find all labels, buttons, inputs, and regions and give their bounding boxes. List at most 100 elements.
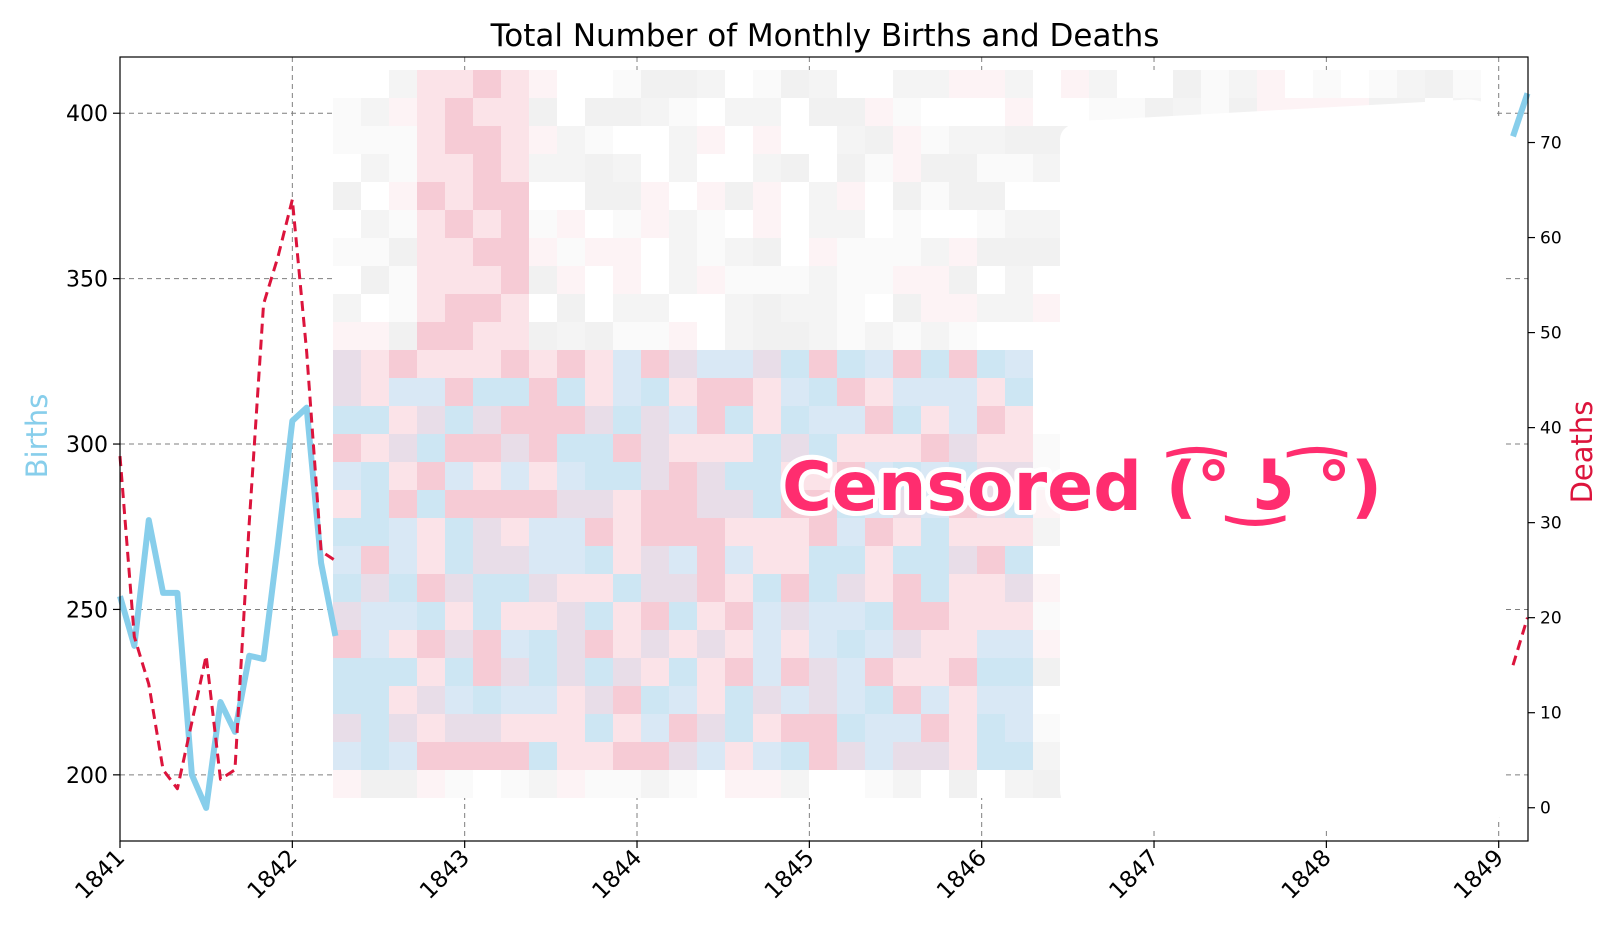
mosaic-cell [473,98,501,126]
mosaic-cell [893,630,921,658]
mosaic-cell [781,658,809,686]
mosaic-cell [361,266,389,294]
mosaic-cell [417,742,445,770]
mosaic-cell [865,574,893,602]
mosaic-cell [333,70,361,98]
mosaic-cell [641,350,669,378]
mosaic-cell [1005,658,1033,686]
mosaic-cell [781,630,809,658]
mosaic-cell [865,322,893,350]
mosaic-cell [669,686,697,714]
mosaic-cell [613,182,641,210]
mosaic-cell [725,98,753,126]
mosaic-cell [949,742,977,770]
mosaic-cell [669,714,697,742]
mosaic-cell [781,70,809,98]
mosaic-cell [837,266,865,294]
mosaic-cell [781,126,809,154]
mosaic-cell [865,378,893,406]
mosaic-cell [753,406,781,434]
mosaic-cell [781,546,809,574]
mosaic-cell [501,182,529,210]
mosaic-cell [1005,462,1033,490]
mosaic-cell [977,714,1005,742]
mosaic-cell [501,574,529,602]
mosaic-cell [389,322,417,350]
mosaic-cell [865,98,893,126]
plot-frame [119,56,1529,842]
mosaic-cell [837,154,865,182]
mosaic-cell [893,294,921,322]
mosaic-cell [389,742,417,770]
mosaic-cell [949,126,977,154]
mosaic-cell [389,70,417,98]
mosaic-cell [865,658,893,686]
mosaic-cell [557,434,585,462]
mosaic-cell [417,378,445,406]
mosaic-cell [865,182,893,210]
y-axis-label-births: Births [20,394,54,479]
mosaic-cell [473,210,501,238]
mosaic-cell [837,210,865,238]
mosaic-cell [361,434,389,462]
mosaic-cell [613,518,641,546]
mosaic-cell [557,378,585,406]
mosaic-cell [613,406,641,434]
mosaic-cell [1033,154,1061,182]
mosaic-cell [1005,182,1033,210]
mosaic-cell [697,462,725,490]
mosaic-cell [865,630,893,658]
mosaic-cell [893,714,921,742]
mosaic-cell [417,490,445,518]
mosaic-cell [473,574,501,602]
mosaic-cell [697,770,725,798]
mosaic-cell [865,70,893,98]
mosaic-cell [389,658,417,686]
mosaic-cell [893,770,921,798]
mosaic-cell [445,686,473,714]
mosaic-cell [781,294,809,322]
mosaic-cell [501,770,529,798]
mosaic-cell [921,658,949,686]
mosaic-cell [753,770,781,798]
mosaic-cell [445,490,473,518]
mosaic-cell [1313,70,1341,98]
mosaic-cell [893,350,921,378]
mosaic-cell [669,154,697,182]
mosaic-cell [333,742,361,770]
mosaic-cell [837,462,865,490]
mosaic-cell [361,574,389,602]
series-layer [117,92,1531,811]
mosaic-cell [781,210,809,238]
left-y-axis: 200 250 300 350 400 [66,102,120,789]
mosaic-cell [697,574,725,602]
mosaic-cell [501,434,529,462]
mosaic-cell [333,238,361,266]
mosaic-cell [333,322,361,350]
mosaic-cell [697,714,725,742]
mosaic-cell [417,630,445,658]
mosaic-cell [361,350,389,378]
mosaic-cell [949,770,977,798]
mosaic-cell [585,98,613,126]
mosaic-cell [389,154,417,182]
mosaic-cell [977,126,1005,154]
mosaic-cell [389,602,417,630]
x-tick-label: 1848 [1277,845,1337,905]
mosaic-cell [921,294,949,322]
mosaic-cell [333,574,361,602]
mosaic-cell [389,770,417,798]
mosaic-cell [781,406,809,434]
mosaic-cell [361,238,389,266]
mosaic-cell [669,406,697,434]
mosaic-cell [809,378,837,406]
mosaic-cell [753,518,781,546]
mosaic-cell [781,238,809,266]
mosaic-cell [669,70,697,98]
mosaic-cell [557,546,585,574]
mosaic-cell [893,546,921,574]
mosaic-cell [1033,602,1061,630]
mosaic-cell [389,294,417,322]
mosaic-cell [977,406,1005,434]
mosaic-cell [697,742,725,770]
